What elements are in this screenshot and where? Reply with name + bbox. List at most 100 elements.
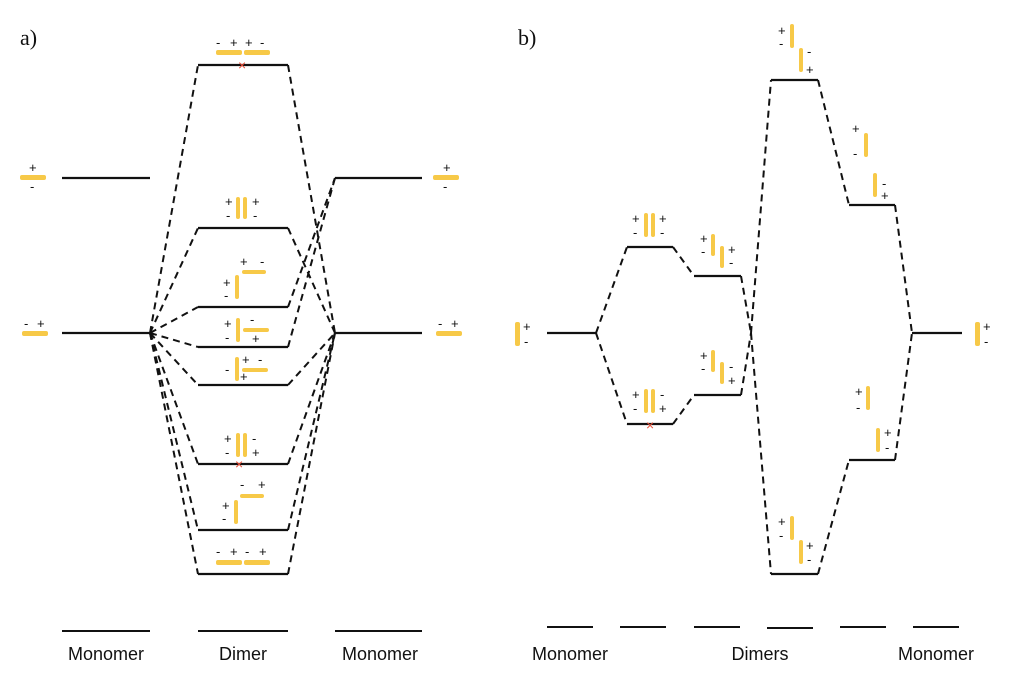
svg-text:+: + [443,160,451,175]
panel-b-correlation-lines [595,79,913,575]
svg-text:-: - [240,477,244,492]
svg-text:-: - [633,225,637,240]
forbidden-mark-b: × [235,456,243,472]
svg-text:-: - [252,431,256,446]
svg-text:-: - [250,312,254,327]
svg-text:-: - [660,225,664,240]
svg-text:-: - [660,387,664,402]
b-dipole-r-lower: + - + - [855,384,892,455]
svg-text:-: - [226,208,230,223]
dimer-dipole-7: + - - + [222,477,266,526]
panel-b: + - + - + - + - + - - + × + [515,23,991,664]
panel-a-right-correlation-lines [287,64,336,575]
b-dipole-m-lower: + - - + [700,348,736,388]
monomer-left-lower-dipole: - + [22,316,48,336]
svg-text:+: + [806,538,814,553]
label-b-dimers: Dimers [732,644,789,664]
label-a-monomer-left: Monomer [68,644,144,664]
svg-text:+: + [884,425,892,440]
svg-text:-: - [216,544,220,559]
svg-text:-: - [225,362,229,377]
svg-text:+: + [225,194,233,209]
svg-text:-: - [224,288,228,303]
svg-text:-: - [807,552,811,567]
b-dipole-r-upper: + - - + [852,121,889,203]
forbidden-mark-a: × [238,57,246,73]
svg-text:+: + [523,319,531,334]
dimer-dipole-3: + - + - [223,254,266,303]
svg-text:-: - [260,35,264,50]
svg-text:+: + [728,242,736,257]
b-dipole-h-upper: + - + - [632,211,667,240]
svg-text:+: + [29,160,37,175]
panel-a: + - - + + - - + - + + - × [20,35,462,664]
svg-text:+: + [240,369,248,384]
svg-text:+: + [252,445,260,460]
svg-text:+: + [223,275,231,290]
panel-b-label: b) [518,25,536,50]
svg-text:-: - [779,36,783,51]
b-dipole-m-upper: + - + - [700,231,736,270]
svg-text:-: - [260,254,264,269]
svg-text:+: + [659,401,667,416]
svg-text:-: - [216,35,220,50]
svg-text:+: + [222,498,230,513]
b-forbidden-mark: × [646,417,654,433]
svg-text:-: - [222,511,226,526]
svg-text:+: + [659,211,667,226]
svg-text:+: + [632,211,640,226]
b-monomer-left-dipole: + - [515,319,531,349]
svg-text:-: - [633,401,637,416]
svg-text:-: - [885,440,889,455]
svg-text:-: - [438,316,442,331]
svg-text:-: - [853,146,857,161]
svg-text:+: + [778,514,786,529]
dimer-dipole-1: - + + - × [216,35,270,73]
svg-text:-: - [524,334,528,349]
svg-text:+: + [230,35,238,50]
svg-text:+: + [778,23,786,38]
svg-text:+: + [240,254,248,269]
dimer-dipole-4: + - - + [224,312,269,346]
svg-text:+: + [224,316,232,331]
label-a-monomer-right: Monomer [342,644,418,664]
svg-text:-: - [245,544,249,559]
svg-text:+: + [245,35,253,50]
b-dipole-j-lower: + - + - [778,514,814,567]
svg-text:-: - [779,528,783,543]
svg-text:+: + [806,62,814,77]
svg-text:-: - [729,359,733,374]
dimer-dipole-8: - + - + [216,544,270,565]
svg-text:-: - [882,176,886,191]
panel-a-left-correlation-lines [149,64,199,575]
dimer-dipole-2: + - + - [225,194,260,223]
svg-text:+: + [259,544,267,559]
svg-text:+: + [37,316,45,331]
svg-text:+: + [258,477,266,492]
svg-text:-: - [24,316,28,331]
svg-text:+: + [230,544,238,559]
svg-text:+: + [700,348,708,363]
svg-text:+: + [224,431,232,446]
svg-text:+: + [855,384,863,399]
monomer-left-upper-dipole: + - [20,160,46,194]
svg-text:+: + [451,316,459,331]
svg-text:-: - [225,330,229,345]
svg-text:+: + [852,121,860,136]
monomer-right-lower-dipole: - + [436,316,462,336]
dimer-dipole-5: - + - + [225,352,268,384]
svg-text:-: - [225,445,229,460]
svg-text:-: - [258,352,262,367]
label-a-dimer: Dimer [219,644,267,664]
dimer-dipole-6: + - - + × [224,431,260,472]
svg-text:+: + [983,319,991,334]
b-dipole-h-lower: + - - + × [632,387,667,433]
svg-text:-: - [984,334,988,349]
svg-text:-: - [443,179,447,194]
svg-text:+: + [252,331,260,346]
b-dipole-j-upper: + - - + [778,23,814,77]
svg-text:-: - [856,400,860,415]
svg-text:-: - [729,255,733,270]
svg-text:+: + [242,352,250,367]
